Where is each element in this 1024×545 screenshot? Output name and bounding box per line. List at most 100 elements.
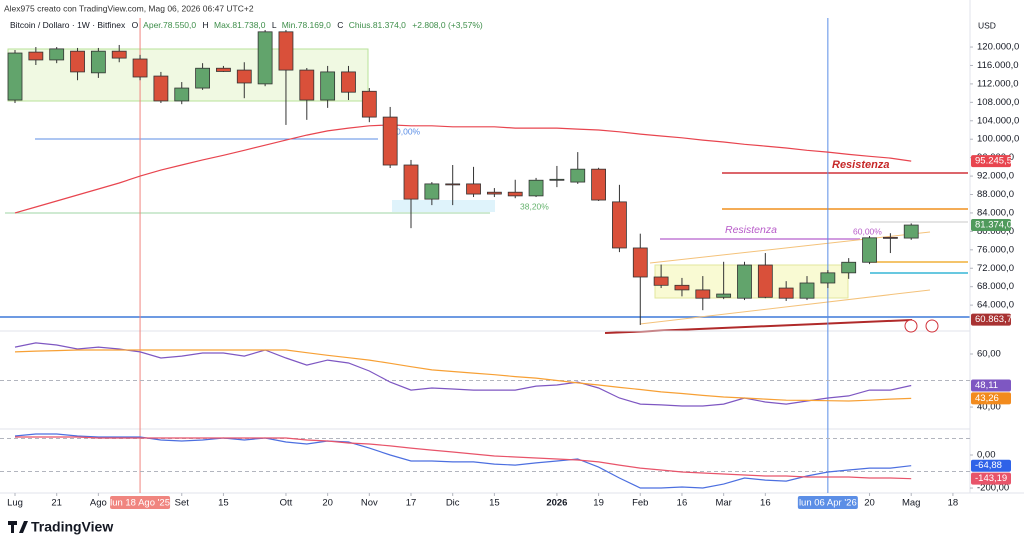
- indicator-line: [14, 342, 912, 407]
- candle-body: [236, 69, 252, 84]
- ohlc-value: Aper.78.550,0: [143, 20, 196, 30]
- candle-body: [278, 31, 294, 71]
- candle-body: [257, 31, 273, 85]
- indicator-line: [14, 124, 912, 214]
- price-badge-label: 60.863,7: [975, 314, 1012, 325]
- ohlc-value: Max.81.738,0: [214, 20, 266, 30]
- price-badge-label: 48,11: [975, 380, 998, 391]
- y-tick-label: 100.000,0: [977, 134, 1019, 145]
- y-tick-label: 76.000,0: [977, 244, 1014, 255]
- candle-body: [174, 87, 190, 102]
- credit: Alex975 creato con TradingView.com, Mag …: [4, 3, 254, 13]
- fib-label: 0,00%: [396, 126, 421, 136]
- date-badge-label: lun 18 Ago '25: [110, 498, 170, 509]
- annotation: Resistenza: [832, 159, 889, 171]
- ohlc-value: Min.78.169,0: [282, 20, 331, 30]
- x-tick-label: 16: [760, 498, 771, 509]
- candle-body: [320, 71, 336, 101]
- indicator-line: [14, 349, 912, 402]
- x-tick-label: 21: [51, 498, 62, 509]
- logo-mark: [8, 521, 28, 533]
- y-tick-label: 80.000,0: [977, 226, 1014, 237]
- x-tick-label: Ott: [280, 498, 293, 509]
- candle-body: [445, 183, 461, 186]
- date-badge-label: lun 06 Apr '26: [799, 498, 857, 509]
- logo[interactable]: TradingView: [8, 519, 113, 535]
- x-tick-label: 15: [489, 498, 500, 509]
- x-tick-label: Mag: [902, 498, 920, 509]
- candle-body: [403, 164, 419, 200]
- fib-label: 38,20%: [520, 201, 549, 211]
- x-tick-label: 20: [864, 498, 875, 509]
- y-tick-label: 84.000,0: [977, 207, 1014, 218]
- x-tick-label: Set: [175, 498, 190, 509]
- candle-body: [570, 168, 586, 183]
- logo-text: TradingView: [31, 519, 113, 535]
- candle-body: [111, 50, 127, 59]
- date-badge: [797, 496, 858, 509]
- x-tick-label: Feb: [632, 498, 648, 509]
- candle-body: [528, 179, 544, 197]
- candle-body: [757, 264, 773, 298]
- x-tick-label: 18: [948, 498, 959, 509]
- y-tick-label: 92.000,0: [977, 171, 1014, 182]
- y-tick-label: 116.000,0: [977, 60, 1019, 71]
- x-tick-label: 16: [677, 498, 688, 509]
- y-tick-label: -200,00: [977, 483, 1009, 494]
- y-tick-label: 104.000,0: [977, 115, 1019, 126]
- indicator-line: [15, 436, 912, 480]
- x-tick-label: Ago: [90, 498, 107, 509]
- y-tick-label: 88.000,0: [977, 189, 1014, 200]
- event-icon[interactable]: [925, 319, 939, 333]
- candle-body: [195, 67, 210, 89]
- candle-body: [882, 236, 898, 239]
- price-badge-label: 43,26: [975, 393, 999, 404]
- symbol: Bitcoin / Dollaro · 1W · Bitfinex: [10, 20, 126, 30]
- legend: Bitcoin / Dollaro · 1W · Bitfinex O Aper…: [10, 20, 483, 30]
- candle-body: [486, 191, 502, 195]
- y-tick-label: 112.000,0: [977, 78, 1019, 89]
- channel-line: [639, 289, 931, 325]
- candle-body: [903, 224, 919, 239]
- candle-body: [28, 51, 44, 61]
- candle-body: [382, 116, 398, 166]
- y-tick-label: 120.000,0: [977, 42, 1019, 53]
- ohlc-key: L: [272, 20, 277, 30]
- y-tick-label: 68.000,0: [977, 281, 1014, 292]
- y-tick-label: 64.000,0: [977, 300, 1014, 311]
- candle-body: [466, 183, 481, 195]
- price-badge: [971, 379, 1011, 392]
- candle-body: [361, 90, 377, 118]
- candle-body: [674, 284, 690, 291]
- candle-body: [70, 50, 85, 73]
- candle-body: [341, 71, 356, 93]
- price-badge: [971, 155, 1011, 168]
- x-tick-label: Nov: [361, 498, 378, 509]
- change: +2.808,0 (+3,57%): [412, 20, 483, 30]
- price-badge: [971, 392, 1011, 405]
- candle-body: [862, 237, 877, 263]
- candle-body: [507, 191, 523, 197]
- x-tick-label: 15: [218, 498, 229, 509]
- candle-body: [799, 282, 815, 299]
- ohlc-value: Chius.81.374,0: [349, 20, 406, 30]
- x-tick-label: Mar: [715, 498, 731, 509]
- x-tick-label: 2026: [546, 498, 567, 509]
- candle-body: [820, 272, 836, 284]
- y-tick-label: 40,00: [977, 402, 1001, 413]
- event-icon[interactable]: [904, 319, 918, 333]
- candle-body: [778, 287, 794, 299]
- x-tick-label: 17: [406, 498, 417, 509]
- ohlc-key: H: [202, 20, 208, 30]
- price-badge-label: -143,19: [975, 473, 1007, 484]
- y-tick-label: 0,00: [977, 450, 996, 461]
- currency: USD: [978, 20, 996, 30]
- date-badge: [110, 496, 171, 509]
- y-tick-label: 108.000,0: [977, 97, 1019, 108]
- candle-body: [90, 50, 106, 74]
- price-badge-label: -64,88: [975, 460, 1002, 471]
- annotation: Resistenza: [725, 224, 777, 236]
- candle-body: [737, 264, 752, 299]
- candle-body: [653, 276, 669, 286]
